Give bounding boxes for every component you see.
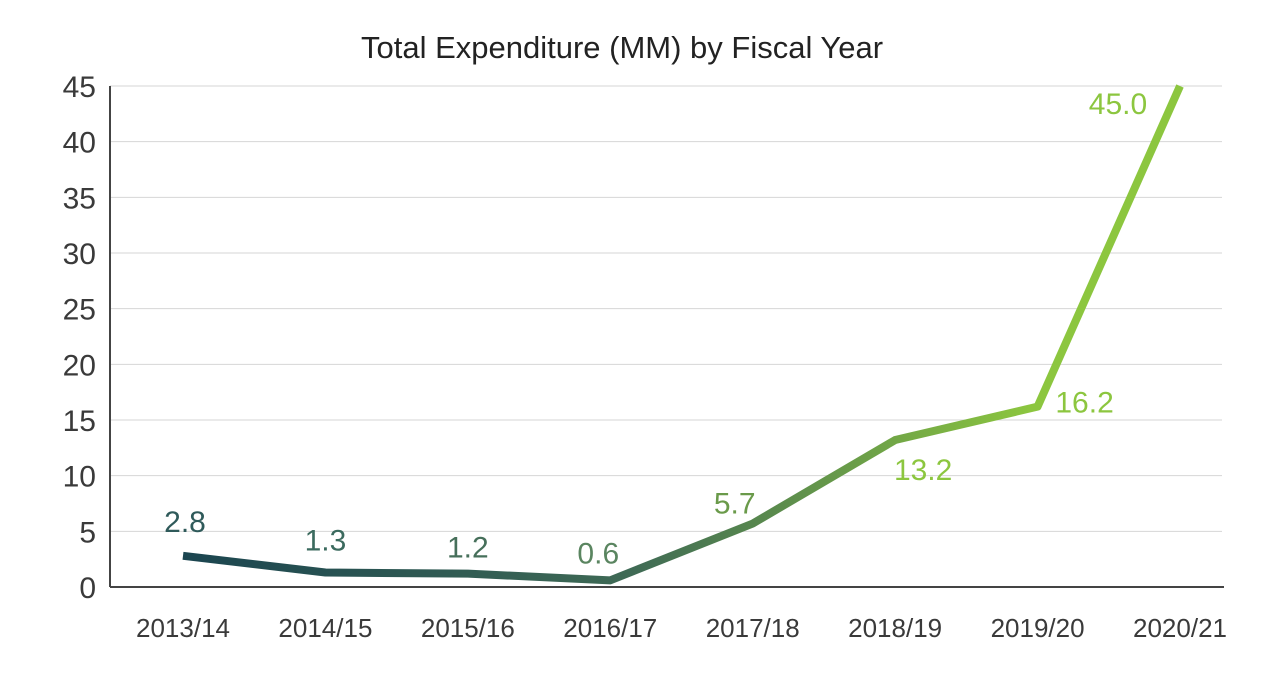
data-label: 5.7	[714, 488, 756, 521]
data-label: 0.6	[577, 537, 619, 570]
y-tick-label: 5	[79, 516, 96, 549]
data-label: 45.0	[1089, 88, 1147, 121]
y-tick-label: 15	[63, 405, 96, 438]
x-tick-label: 2020/21	[1133, 613, 1227, 643]
y-tick-label: 20	[63, 349, 96, 382]
y-axis-ticks: 0 5 10 15 20 25 30 35 40 45	[63, 71, 96, 605]
data-label: 1.3	[305, 525, 347, 558]
x-tick-label: 2016/17	[563, 613, 657, 643]
x-tick-label: 2019/20	[991, 613, 1085, 643]
x-tick-label: 2014/15	[278, 613, 372, 643]
y-tick-label: 0	[79, 572, 96, 605]
data-labels: 2.8 1.3 1.2 0.6 5.7 13.2 16.2 45.0	[164, 88, 1147, 570]
x-axis-ticks: 2013/14 2014/15 2015/16 2016/17 2017/18 2018/…	[136, 613, 1227, 643]
x-tick-label: 2013/14	[136, 613, 230, 643]
axes	[109, 86, 1224, 588]
data-label: 1.2	[447, 532, 489, 565]
y-tick-label: 45	[63, 71, 96, 104]
data-label: 16.2	[1055, 387, 1113, 420]
series-layer	[182, 84, 1184, 585]
chart-title: Total Expenditure (MM) by Fiscal Year	[361, 30, 883, 65]
y-tick-label: 30	[63, 238, 96, 271]
gridlines	[110, 85, 1222, 532]
y-tick-label: 40	[63, 127, 96, 160]
x-tick-label: 2017/18	[706, 613, 800, 643]
series-line	[182, 84, 1184, 585]
y-tick-label: 35	[63, 182, 96, 215]
x-tick-label: 2018/19	[848, 613, 942, 643]
y-tick-label: 25	[63, 294, 96, 327]
y-tick-label: 10	[63, 461, 96, 494]
data-label: 2.8	[164, 506, 206, 539]
x-tick-label: 2015/16	[421, 613, 515, 643]
data-label: 13.2	[894, 454, 952, 487]
